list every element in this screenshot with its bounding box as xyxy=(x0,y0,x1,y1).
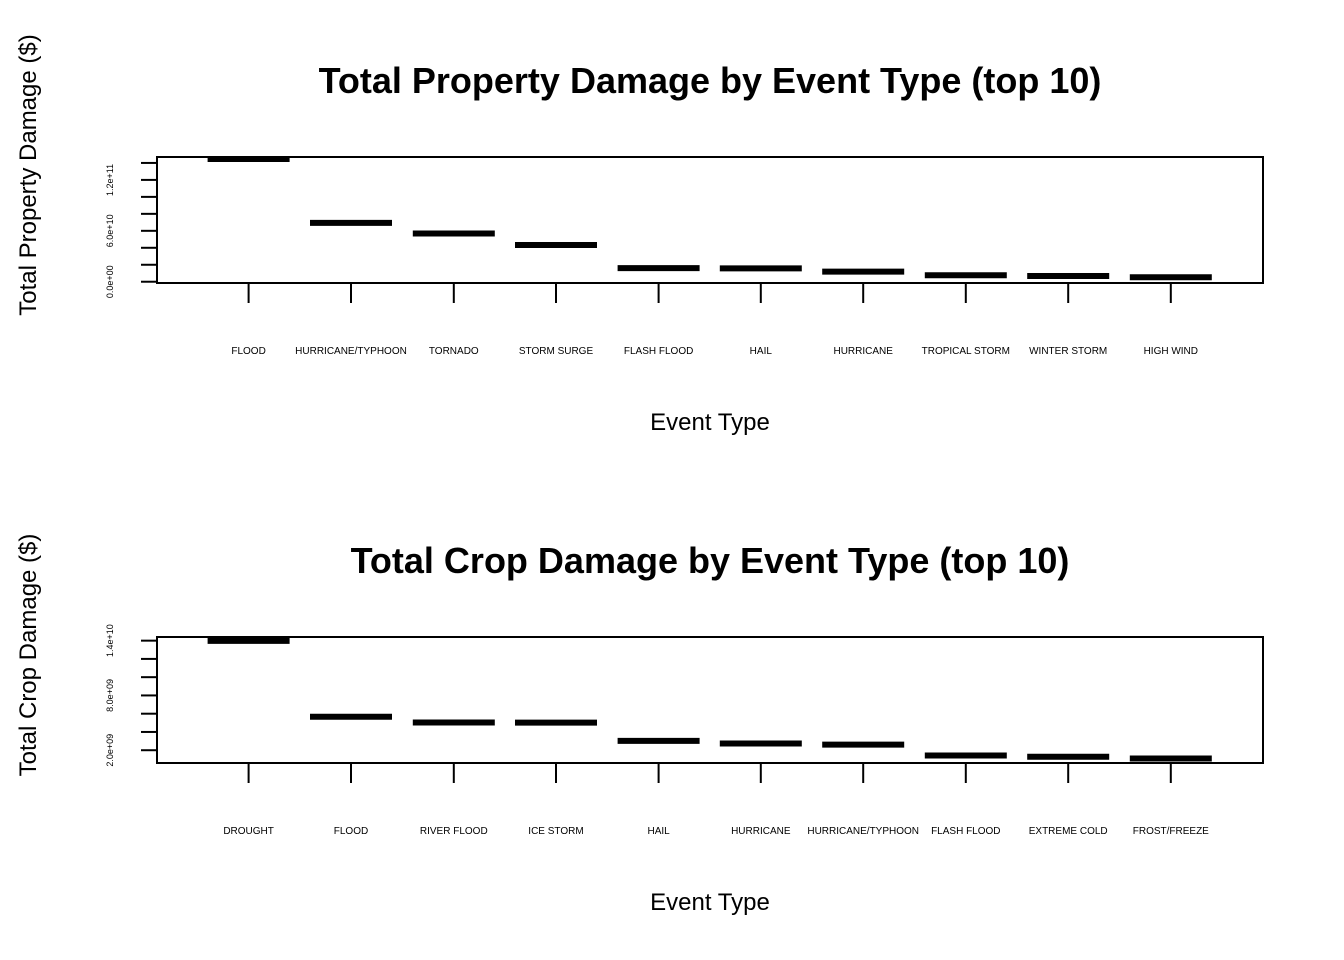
category-label: HAIL xyxy=(750,346,773,357)
x-axis-label: Event Type xyxy=(650,409,770,436)
category-label: HURRICANE/TYPHOON xyxy=(807,826,919,837)
category-label: FROST/FREEZE xyxy=(1133,826,1209,837)
category-label: TORNADO xyxy=(429,346,479,357)
category-label: EXTREME COLD xyxy=(1029,826,1108,837)
plot-frame xyxy=(156,636,1264,764)
plot-frame xyxy=(156,156,1264,284)
category-label: FLASH FLOOD xyxy=(931,826,1000,837)
category-label: WINTER STORM xyxy=(1029,346,1107,357)
chart-title: Total Property Damage by Event Type (top… xyxy=(319,60,1102,101)
category-label: RIVER FLOOD xyxy=(420,826,488,837)
category-label: STORM SURGE xyxy=(519,346,594,357)
chart-title: Total Crop Damage by Event Type (top 10) xyxy=(351,540,1070,581)
category-label: FLASH FLOOD xyxy=(624,346,693,357)
category-label: ICE STORM xyxy=(528,826,583,837)
category-label: HAIL xyxy=(647,826,670,837)
category-label: HURRICANE xyxy=(731,826,791,837)
y-tick-label: 6.0e+10 xyxy=(105,214,115,247)
y-tick-label: 2.0e+09 xyxy=(105,734,115,767)
x-axis-label: Event Type xyxy=(650,889,770,916)
category-label: FLOOD xyxy=(334,826,368,837)
category-label: HURRICANE/TYPHOON xyxy=(295,346,407,357)
chart-panel-1: Total Property Damage by Event Type (top… xyxy=(15,34,1264,436)
y-tick-label: 0.0e+00 xyxy=(105,265,115,298)
category-label: TROPICAL STORM xyxy=(922,346,1010,357)
chart-panel-2: Total Crop Damage by Event Type (top 10)… xyxy=(15,534,1264,916)
y-axis-label: Total Property Damage ($) xyxy=(15,34,42,315)
y-tick-label: 8.0e+09 xyxy=(105,679,115,712)
y-tick-label: 1.4e+10 xyxy=(105,624,115,657)
category-label: HIGH WIND xyxy=(1144,346,1198,357)
y-tick-label: 1.2e+11 xyxy=(105,164,115,196)
category-label: DROUGHT xyxy=(223,826,274,837)
category-label: FLOOD xyxy=(231,346,265,357)
y-axis-label: Total Crop Damage ($) xyxy=(15,534,42,777)
category-label: HURRICANE xyxy=(833,346,893,357)
